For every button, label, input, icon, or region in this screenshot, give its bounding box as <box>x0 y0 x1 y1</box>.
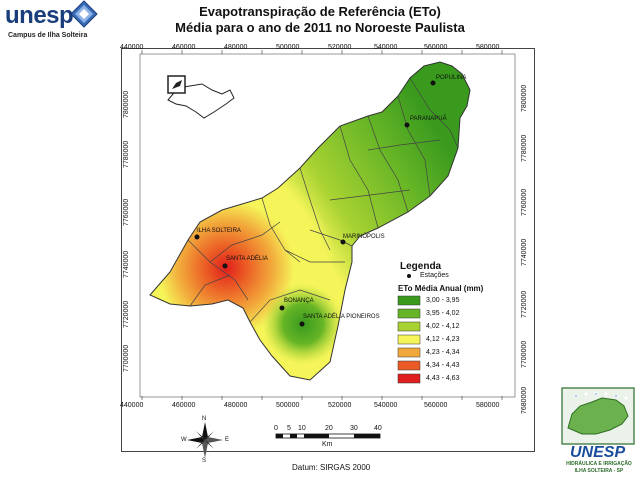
legend-title: Legenda <box>400 261 442 272</box>
legend-swatch-7 <box>397 373 421 384</box>
legend-class-label-1: 3,00 - 3,95 <box>426 297 460 304</box>
scale-label-10: 10 <box>298 425 306 432</box>
y-tick-right-2: 7780000 <box>521 134 528 162</box>
map-title-line1: Evapotranspiração de Referência (ETo) <box>199 4 441 19</box>
legend-swatch-1 <box>397 295 421 306</box>
legend-swatches <box>397 295 421 384</box>
x-tick-top-1: 440000 <box>120 44 144 51</box>
compass-rose-icon <box>187 422 223 458</box>
legend-class-label-7: 4,43 - 4,63 <box>426 375 460 382</box>
station-dot-santa-adelia-pioneiros <box>299 321 305 327</box>
region-outline <box>149 61 471 381</box>
x-tick-top-2: 460000 <box>172 44 196 51</box>
compass-n: N <box>202 416 207 422</box>
scale-label-40: 40 <box>374 425 382 432</box>
legend-swatch-4 <box>397 334 421 345</box>
compass-s: S <box>202 458 207 464</box>
x-tick-top-5: 520000 <box>328 44 352 51</box>
station-dot-paranapua <box>404 122 410 128</box>
place-label-santa-adelia: SANTA ADÉLIA <box>226 256 268 262</box>
unesp-hidraulica-logo <box>561 387 635 445</box>
scale-label-30: 30 <box>350 425 358 432</box>
legend-swatch-6 <box>397 360 421 371</box>
place-label-populina: POPULINA <box>436 75 467 81</box>
x-tick-top-3: 480000 <box>224 44 248 51</box>
unesp-logo-right-line1: HIDRÁULICA E IRRIGAÇÃO <box>566 461 632 467</box>
legend-class-label-4: 4,12 - 4,23 <box>426 336 460 343</box>
y-tick-left-2: 7780000 <box>123 140 130 168</box>
unesp-logo-right-name: UNESP <box>570 444 626 461</box>
x-tick-top-8: 580000 <box>476 44 500 51</box>
legend-class-label-2: 3,95 - 4,02 <box>426 310 460 317</box>
place-label-marinopolis: MARINÓPOLIS <box>343 234 385 240</box>
x-tick-top-4: 500000 <box>276 44 300 51</box>
legend-swatch-5 <box>397 347 421 358</box>
station-dot-bonanca <box>279 305 285 311</box>
x-tick-bottom-8: 580000 <box>476 402 500 409</box>
place-label-bonanca: BONANÇA <box>284 298 314 304</box>
x-tick-bottom-5: 520000 <box>328 402 352 409</box>
compass-w: W <box>181 437 187 443</box>
scale-label-20: 20 <box>325 425 333 432</box>
x-tick-top-7: 560000 <box>424 44 448 51</box>
station-dot-marinopolis <box>340 239 346 245</box>
legend-class-label-6: 4,34 - 4,43 <box>426 362 460 369</box>
legend-station-dot <box>407 274 411 278</box>
x-tick-bottom-2: 460000 <box>172 402 196 409</box>
unesp-logo-icon <box>70 0 98 28</box>
legend-swatch-2 <box>397 308 421 319</box>
y-tick-right-3: 7760000 <box>521 188 528 216</box>
scale-label-5: 5 <box>287 425 291 432</box>
place-label-paranapua: PARANAPUÃ <box>410 116 447 122</box>
legend-subtitle: ETo Média Anual (mm) <box>398 284 484 293</box>
place-label-ilha-solteira: ILHA SOLTEIRA <box>197 228 241 234</box>
x-tick-bottom-7: 560000 <box>424 402 448 409</box>
y-tick-right-6: 7700000 <box>521 340 528 368</box>
place-label-santa-adelia-pioneiros: SANTA ADÉLIA PIONEIROS <box>303 314 380 320</box>
y-tick-right-4: 7740000 <box>521 238 528 266</box>
legend-station-label: Estações <box>420 272 449 279</box>
y-tick-right-5: 7720000 <box>521 290 528 318</box>
unesp-logo-right-line2: ILHA SOLTEIRA - SP <box>574 468 624 474</box>
x-tick-bottom-4: 500000 <box>276 402 300 409</box>
legend-class-label-3: 4,02 - 4,12 <box>426 323 460 330</box>
scale-bar <box>275 433 381 439</box>
y-tick-left-6: 7700000 <box>123 344 130 372</box>
station-dot-ilha-solteira <box>194 234 200 240</box>
legend-class-label-5: 4,23 - 4,34 <box>426 349 460 356</box>
unesp-campus-label: Campus de Ilha Solteira <box>8 32 88 39</box>
x-tick-bottom-3: 480000 <box>224 402 248 409</box>
scale-unit: Km <box>322 441 333 448</box>
map-title-line2: Média para o ano de 2011 no Noroeste Pau… <box>175 20 465 35</box>
station-dot-populina <box>430 80 436 86</box>
y-tick-left-5: 7720000 <box>123 300 130 328</box>
x-tick-top-6: 540000 <box>374 44 398 51</box>
x-tick-bottom-1: 440000 <box>120 402 144 409</box>
scale-label-0: 0 <box>274 425 278 432</box>
y-tick-left-4: 7740000 <box>123 250 130 278</box>
datum-label: Datum: SIRGAS 2000 <box>292 463 371 472</box>
station-dot-santa-adelia <box>222 263 228 269</box>
compass-e: E <box>225 437 230 443</box>
unesp-logo-text: unesp <box>5 2 74 29</box>
y-tick-left-1: 7800000 <box>123 90 130 118</box>
municipal-boundaries <box>187 77 459 323</box>
y-tick-left-3: 7760000 <box>123 198 130 226</box>
legend-swatch-3 <box>397 321 421 332</box>
x-tick-bottom-6: 540000 <box>374 402 398 409</box>
y-tick-right-7: 7680000 <box>521 386 528 414</box>
inset-state-map <box>167 75 235 119</box>
y-tick-right-1: 7800000 <box>521 84 528 112</box>
station-markers <box>194 80 436 327</box>
